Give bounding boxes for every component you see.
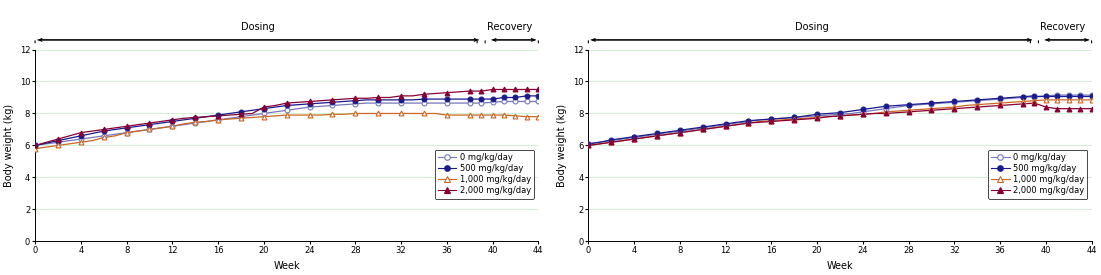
X-axis label: Week: Week	[827, 261, 853, 271]
Text: Recovery: Recovery	[1040, 22, 1086, 32]
X-axis label: Week: Week	[273, 261, 299, 271]
Legend: 0 mg/kg/day, 500 mg/kg/day, 1,000 mg/kg/day, 2,000 mg/kg/day: 0 mg/kg/day, 500 mg/kg/day, 1,000 mg/kg/…	[988, 150, 1088, 199]
Text: Dosing: Dosing	[795, 22, 828, 32]
Text: Dosing: Dosing	[241, 22, 275, 32]
Y-axis label: Body weight (kg): Body weight (kg)	[557, 104, 567, 187]
Text: Recovery: Recovery	[487, 22, 533, 32]
Y-axis label: Body weight (kg): Body weight (kg)	[4, 104, 14, 187]
Legend: 0 mg/kg/day, 500 mg/kg/day, 1,000 mg/kg/day, 2,000 mg/kg/day: 0 mg/kg/day, 500 mg/kg/day, 1,000 mg/kg/…	[435, 150, 534, 199]
